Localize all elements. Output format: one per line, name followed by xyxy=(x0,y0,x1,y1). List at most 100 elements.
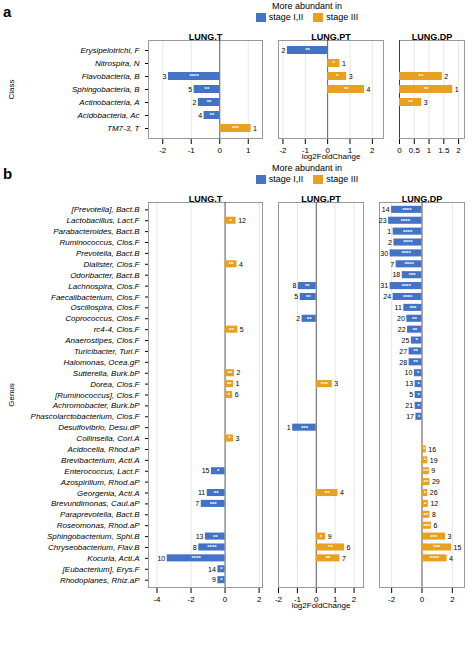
svg-text:4: 4 xyxy=(198,112,202,119)
svg-text:9: 9 xyxy=(328,533,332,540)
svg-text:*: * xyxy=(228,392,231,398)
svg-text:**: ** xyxy=(305,47,310,53)
svg-text:*: * xyxy=(220,577,223,583)
svg-text:7: 7 xyxy=(390,261,394,268)
svg-text:***: *** xyxy=(232,125,240,131)
svg-text:*: * xyxy=(417,392,420,398)
svg-text:Rhodoplanes, Rhiz.aP: Rhodoplanes, Rhiz.aP xyxy=(60,576,140,585)
svg-text:**: ** xyxy=(408,99,413,105)
svg-text:31: 31 xyxy=(380,282,388,289)
svg-text:17: 17 xyxy=(406,413,414,420)
svg-text:****: **** xyxy=(191,555,201,561)
svg-text:5: 5 xyxy=(240,326,244,333)
svg-text:***: *** xyxy=(210,501,218,507)
svg-text:21: 21 xyxy=(405,402,413,409)
svg-text:2: 2 xyxy=(282,47,286,54)
svg-text:Actinobacteria, A: Actinobacteria, A xyxy=(78,98,139,107)
svg-text:**: ** xyxy=(207,99,212,105)
svg-text:Sutterella, Burk.bP: Sutterella, Burk.bP xyxy=(73,369,140,378)
svg-text:Anaerostipes, Clos.F: Anaerostipes, Clos.F xyxy=(64,336,140,345)
svg-text:Lactobacillus, Lact.F: Lactobacillus, Lact.F xyxy=(67,216,141,225)
svg-text:Oscillospira, Clos.F: Oscillospira, Clos.F xyxy=(71,303,141,312)
svg-text:2: 2 xyxy=(370,146,375,155)
svg-text:**: ** xyxy=(227,381,232,387)
svg-text:***: *** xyxy=(423,523,431,529)
svg-text:Lachnospira, Clos.F: Lachnospira, Clos.F xyxy=(68,282,140,291)
svg-text:-2: -2 xyxy=(279,146,287,155)
svg-text:LUNG.DP: LUNG.DP xyxy=(402,194,443,204)
svg-text:Erysipelotrichi, F: Erysipelotrichi, F xyxy=(80,46,140,55)
svg-text:[Ruminococcus], Clos.F: [Ruminococcus], Clos.F xyxy=(54,391,141,400)
svg-text:4: 4 xyxy=(449,555,453,562)
svg-text:0: 0 xyxy=(218,146,223,155)
svg-text:**: ** xyxy=(419,73,424,79)
svg-text:TM7-3, T: TM7-3, T xyxy=(107,124,141,133)
svg-text:Kocuria, Acti.A: Kocuria, Acti.A xyxy=(87,554,139,563)
svg-text:2: 2 xyxy=(352,595,357,604)
svg-text:-1: -1 xyxy=(188,146,196,155)
svg-text:5: 5 xyxy=(294,293,298,300)
svg-text:log2FoldChange: log2FoldChange xyxy=(302,152,361,161)
svg-text:**: ** xyxy=(344,86,349,92)
svg-text:****: **** xyxy=(401,283,411,289)
svg-text:1: 1 xyxy=(387,228,391,235)
svg-text:1: 1 xyxy=(253,125,257,132)
svg-text:Parabacteroides, Bact.B: Parabacteroides, Bact.B xyxy=(53,227,140,236)
svg-text:Enterococcus, Lact.F: Enterococcus, Lact.F xyxy=(64,467,140,476)
svg-text:6: 6 xyxy=(347,544,351,551)
svg-text:***: *** xyxy=(301,425,309,431)
svg-text:7: 7 xyxy=(195,500,199,507)
svg-text:4: 4 xyxy=(239,261,243,268)
svg-text:28: 28 xyxy=(399,359,407,366)
svg-text:3: 3 xyxy=(349,73,353,80)
svg-text:Ruminococcus, Clos.F: Ruminococcus, Clos.F xyxy=(59,238,140,247)
svg-text:7: 7 xyxy=(342,555,346,562)
svg-text:Sphingobacteria, B: Sphingobacteria, B xyxy=(72,85,140,94)
svg-text:**: ** xyxy=(423,468,428,474)
svg-text:-4: -4 xyxy=(153,595,161,604)
svg-text:Chryseobacterium, Flav.B: Chryseobacterium, Flav.B xyxy=(48,543,140,552)
svg-text:**: ** xyxy=(214,490,219,496)
svg-text:***: *** xyxy=(321,381,329,387)
svg-text:10: 10 xyxy=(405,369,413,376)
svg-text:20: 20 xyxy=(397,315,405,322)
svg-text:13: 13 xyxy=(405,380,413,387)
svg-text:****: **** xyxy=(207,544,217,550)
svg-text:Class: Class xyxy=(7,79,16,99)
svg-text:Acidobacteria, Ac: Acidobacteria, Ac xyxy=(77,111,140,120)
svg-text:2: 2 xyxy=(450,595,455,604)
svg-text:***: *** xyxy=(433,544,441,550)
svg-text:Achromobacter, Burk.bP: Achromobacter, Burk.bP xyxy=(52,401,140,410)
svg-text:**: ** xyxy=(424,512,429,518)
svg-text:Georgenia, Acti.A: Georgenia, Acti.A xyxy=(77,489,139,498)
svg-text:Dialister, Clos.F: Dialister, Clos.F xyxy=(83,260,140,269)
svg-text:**: ** xyxy=(424,86,429,92)
svg-text:**: ** xyxy=(412,316,417,322)
svg-text:3: 3 xyxy=(424,99,428,106)
svg-text:13: 13 xyxy=(196,533,204,540)
svg-text:Turicibacter, Turi.F: Turicibacter, Turi.F xyxy=(74,347,141,356)
svg-text:**: ** xyxy=(325,490,330,496)
svg-text:Collinsella, Cori.A: Collinsella, Cori.A xyxy=(76,434,139,443)
svg-text:22: 22 xyxy=(398,326,406,333)
svg-text:0: 0 xyxy=(223,595,228,604)
svg-text:*: * xyxy=(336,73,339,79)
svg-text:8: 8 xyxy=(193,544,197,551)
svg-text:***: *** xyxy=(409,305,417,311)
svg-text:2: 2 xyxy=(257,595,262,604)
svg-text:*: * xyxy=(424,457,427,463)
svg-text:Prevotella, Bact.B: Prevotella, Bact.B xyxy=(76,249,140,258)
svg-text:Halomonas, Ocea.gP: Halomonas, Ocea.gP xyxy=(63,358,140,367)
svg-text:1: 1 xyxy=(427,146,432,155)
svg-text:Faecalibacterium, Clos.F: Faecalibacterium, Clos.F xyxy=(51,293,141,302)
svg-text:12: 12 xyxy=(430,500,438,507)
svg-text:****: **** xyxy=(430,555,440,561)
svg-text:4: 4 xyxy=(340,489,344,496)
svg-text:6: 6 xyxy=(235,391,239,398)
svg-text:LUNG.PT: LUNG.PT xyxy=(301,194,341,204)
svg-text:**: ** xyxy=(229,261,234,267)
svg-text:*: * xyxy=(417,381,420,387)
svg-text:LUNG.DP: LUNG.DP xyxy=(412,32,453,42)
svg-text:29: 29 xyxy=(432,478,440,485)
svg-text:Coprococcus, Clos.F: Coprococcus, Clos.F xyxy=(65,314,140,323)
